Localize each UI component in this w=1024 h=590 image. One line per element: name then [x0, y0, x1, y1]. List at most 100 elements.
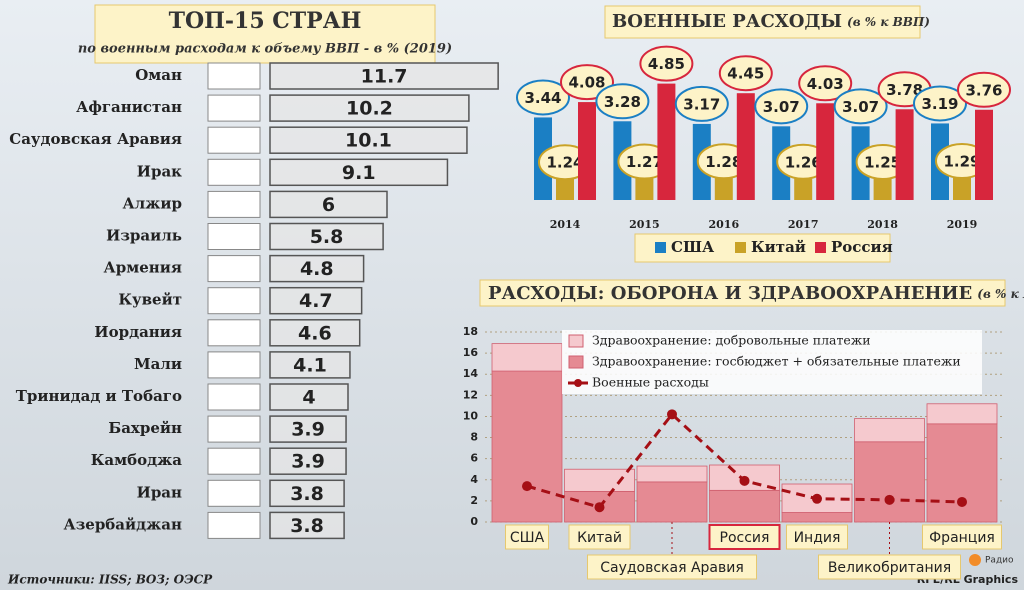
bar	[269, 286, 363, 315]
flag	[207, 158, 261, 186]
line-marker	[812, 493, 822, 504]
line-marker	[594, 502, 605, 513]
legend-label: Здравоохранение: госбюджет + обязательны…	[592, 354, 961, 369]
value-bubble	[913, 85, 967, 122]
bar	[269, 158, 449, 187]
value-bubble	[718, 55, 773, 92]
category-label: Саудовская Аравия	[9, 130, 182, 148]
category-label: Камбоджа	[91, 451, 183, 469]
x-tick-label: США	[510, 530, 545, 546]
x-tick-label: Индия	[794, 530, 841, 546]
bar	[269, 351, 351, 379]
value-label: 5.8	[310, 226, 344, 248]
chart-title: ВОЕННЫЕ РАСХОДЫ (в % к ВВП)	[612, 11, 930, 32]
value-label: 4.45	[727, 65, 764, 83]
legend-label: Китай	[751, 238, 806, 256]
y-tick-label: 10	[463, 409, 479, 422]
y-tick-label: 4	[470, 473, 478, 486]
line-marker	[522, 481, 532, 492]
value-label: 4.85	[648, 55, 685, 73]
x-tick-label: 2018	[867, 218, 898, 231]
x-tick-label: Китай	[577, 530, 622, 546]
legend-box	[634, 233, 891, 263]
bar	[269, 126, 468, 154]
flag	[207, 479, 261, 507]
y-tick-label: 14	[463, 367, 479, 380]
value-label: 4	[302, 387, 315, 409]
bar	[578, 102, 596, 200]
x-tick-label: 2014	[550, 218, 581, 231]
category-box	[587, 554, 757, 580]
legend-label: Военные расходы	[592, 375, 709, 390]
flag	[207, 287, 261, 315]
line-marker	[884, 494, 895, 505]
bar-segment	[636, 465, 708, 483]
value-label: 3.17	[683, 95, 720, 113]
value-label: 4.6	[298, 322, 332, 344]
bar	[269, 62, 499, 90]
y-tick-label: 2	[470, 494, 478, 507]
bar	[269, 511, 345, 540]
bar-segment	[926, 403, 998, 425]
y-tick-label: 16	[463, 346, 479, 359]
line-marker	[957, 496, 967, 507]
line-marker	[739, 475, 750, 486]
chart-title: ТОП-15 СТРАН	[169, 8, 362, 34]
category-label: Азербайджан	[63, 515, 182, 533]
value-bubble	[560, 64, 614, 101]
title-note: (в % к ВВП)	[847, 15, 930, 29]
y-tick-label: 18	[463, 325, 478, 338]
category-label: Мали	[134, 355, 182, 373]
title-note: (в % к ВВП)	[977, 287, 1024, 301]
bar-segment	[491, 343, 563, 372]
bar	[269, 254, 365, 283]
legend-swatch	[815, 242, 826, 253]
flag	[207, 255, 261, 283]
value-label: 3.8	[290, 515, 324, 537]
bar	[736, 93, 755, 200]
value-label: 4.8	[300, 258, 334, 280]
value-label: 1.28	[705, 153, 742, 171]
flag	[207, 223, 261, 250]
value-label: 3.9	[291, 419, 325, 441]
bar	[269, 479, 345, 508]
legend-label: Россия	[831, 238, 893, 256]
category-label: Алжир	[122, 194, 182, 212]
bar	[269, 190, 388, 219]
legend-box	[562, 330, 982, 394]
bar-segment	[781, 483, 853, 513]
value-label: 3.76	[965, 81, 1002, 99]
bar-segment	[636, 481, 708, 523]
category-box	[818, 554, 961, 580]
flag	[207, 319, 261, 347]
value-label: 4.08	[568, 74, 605, 92]
value-label: 1.24	[546, 154, 583, 172]
value-label: 1.29	[943, 153, 980, 171]
bar-segment	[781, 512, 853, 523]
value-label: 3.19	[921, 95, 958, 113]
legend-swatch	[568, 334, 584, 348]
bar	[269, 319, 361, 347]
flag	[207, 383, 261, 411]
bar	[269, 94, 470, 122]
category-box	[786, 524, 848, 550]
value-label: 10.2	[346, 98, 393, 120]
title-box	[604, 5, 921, 39]
category-label: Ирак	[137, 162, 182, 180]
legend-swatch	[568, 355, 584, 369]
value-label: 4.1	[293, 354, 327, 376]
x-tick-label: Саудовская Аравия	[600, 560, 744, 576]
x-tick-label: 2017	[788, 218, 819, 231]
legend-swatch	[655, 242, 666, 253]
category-label: Кувейт	[118, 291, 182, 309]
legend-swatch	[735, 242, 746, 253]
value-bubble	[674, 85, 729, 122]
y-tick-label: 12	[463, 388, 478, 401]
bar	[895, 109, 914, 200]
bar	[975, 109, 993, 200]
category-label: Афганистан	[76, 98, 182, 116]
bar	[269, 383, 349, 411]
category-label: Армения	[104, 259, 182, 277]
category-box	[505, 524, 549, 550]
line-marker	[667, 409, 677, 420]
